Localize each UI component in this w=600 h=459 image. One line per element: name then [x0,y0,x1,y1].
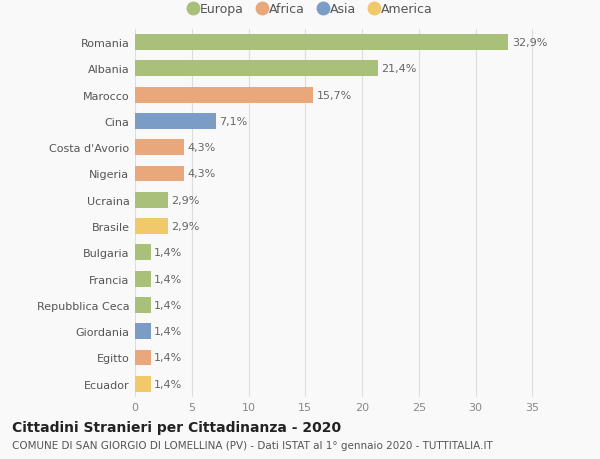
Text: 1,4%: 1,4% [154,379,182,389]
Text: 2,9%: 2,9% [172,222,200,231]
Text: 1,4%: 1,4% [154,353,182,363]
Bar [135,297,151,313]
Bar [135,62,378,77]
Text: 21,4%: 21,4% [382,64,416,74]
Bar [135,218,168,235]
Bar [135,271,151,287]
Text: 32,9%: 32,9% [512,38,547,48]
Bar [135,192,168,208]
Text: 1,4%: 1,4% [154,300,182,310]
Bar [135,324,151,339]
Text: 1,4%: 1,4% [154,274,182,284]
Text: 4,3%: 4,3% [187,169,215,179]
Text: 4,3%: 4,3% [187,143,215,153]
Bar [135,114,215,129]
Text: 1,4%: 1,4% [154,248,182,258]
Bar [135,350,151,365]
Text: 2,9%: 2,9% [172,196,200,205]
Bar [135,166,184,182]
Legend: Europa, Africa, Asia, America: Europa, Africa, Asia, America [190,3,433,16]
Text: 7,1%: 7,1% [219,117,247,127]
Text: 15,7%: 15,7% [317,90,352,101]
Text: 1,4%: 1,4% [154,326,182,336]
Bar [135,376,151,392]
Text: Cittadini Stranieri per Cittadinanza - 2020: Cittadini Stranieri per Cittadinanza - 2… [12,420,341,434]
Bar [135,88,313,103]
Bar [135,245,151,261]
Bar [135,35,508,51]
Text: COMUNE DI SAN GIORGIO DI LOMELLINA (PV) - Dati ISTAT al 1° gennaio 2020 - TUTTIT: COMUNE DI SAN GIORGIO DI LOMELLINA (PV) … [12,440,493,450]
Bar [135,140,184,156]
